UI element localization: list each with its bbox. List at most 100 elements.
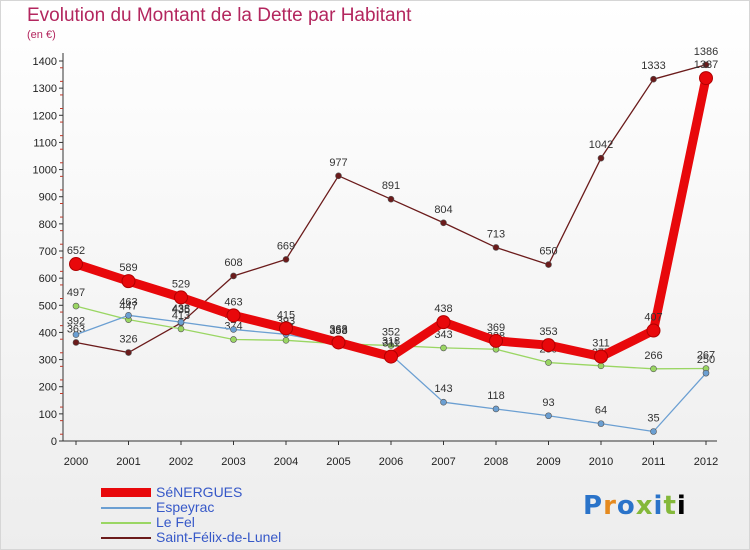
logo-letter: i (676, 491, 687, 521)
data-point (597, 154, 605, 162)
data-label: 118 (487, 390, 505, 402)
y-tick-label: 0 (51, 436, 57, 448)
data-label: 250 (697, 354, 715, 366)
x-tick-label: 2012 (694, 456, 718, 468)
data-label: 435 (172, 304, 190, 316)
logo-letter: t (663, 491, 677, 521)
data-label: 804 (434, 204, 452, 216)
unit-label: (en €) (27, 29, 56, 41)
legend-swatch (101, 522, 151, 524)
logo-letter: P (583, 491, 604, 521)
data-label: 669 (277, 240, 295, 252)
legend-label: Le Fel (156, 514, 195, 530)
data-label: 358 (329, 325, 347, 337)
y-tick-label: 600 (39, 273, 57, 285)
logo-letter: i (653, 491, 664, 521)
data-label: 1042 (589, 139, 613, 151)
data-label: 266 (644, 350, 662, 362)
x-tick-label: 2004 (274, 456, 298, 468)
chart-title: Evolution du Montant de la Dette par Hab… (27, 5, 412, 26)
data-point (331, 335, 346, 350)
y-tick-label: 1400 (33, 56, 57, 68)
data-label: 352 (382, 326, 400, 338)
y-tick-label: 1000 (33, 165, 57, 177)
y-tick-label: 800 (39, 219, 57, 231)
data-point (230, 272, 237, 280)
data-label: 93 (542, 397, 554, 409)
data-label: 497 (67, 287, 85, 299)
data-point (492, 244, 500, 251)
x-tick-label: 2001 (116, 456, 140, 468)
x-tick-label: 2010 (589, 456, 613, 468)
data-point (650, 365, 657, 373)
x-tick-label: 2009 (536, 456, 560, 468)
data-point (279, 321, 293, 336)
data-point (545, 412, 552, 420)
x-tick-label: 2011 (642, 456, 666, 468)
proxiti-logo: Proxiti (583, 491, 687, 521)
data-label: 392 (67, 316, 85, 328)
data-point (125, 349, 132, 356)
data-point (492, 405, 500, 413)
data-point (650, 428, 657, 435)
x-tick-label: 2005 (326, 456, 350, 468)
data-point (436, 315, 451, 330)
x-tick-label: 2006 (379, 456, 403, 468)
data-label: 463 (224, 296, 242, 308)
legend-label: SéNERGUES (156, 484, 243, 500)
data-label: 977 (329, 157, 347, 169)
data-point (72, 331, 80, 338)
y-tick-label: 500 (39, 300, 57, 312)
y-tick-label: 900 (39, 192, 57, 204)
data-point (282, 256, 290, 263)
x-tick-label: 2002 (169, 456, 193, 468)
data-point (121, 274, 136, 289)
data-point (230, 336, 237, 343)
data-label: 713 (487, 228, 505, 240)
data-point (174, 290, 188, 305)
legend-label: Saint-Félix-de-Lunel (156, 529, 282, 545)
data-point (226, 308, 241, 323)
legend-swatch (101, 488, 151, 497)
data-label: 326 (119, 334, 137, 346)
data-label: 311 (382, 338, 400, 350)
data-label: 413 (172, 310, 190, 322)
data-point (440, 398, 447, 406)
data-point (597, 420, 605, 427)
logo-letter: o (616, 491, 636, 521)
data-point (702, 369, 710, 377)
data-point (335, 172, 342, 180)
y-tick-label: 100 (39, 409, 57, 421)
y-tick-label: 1200 (33, 110, 57, 122)
data-point (72, 339, 80, 346)
data-point (282, 336, 290, 344)
data-label: 1337 (694, 59, 718, 71)
data-label: 64 (595, 405, 607, 417)
data-point (69, 257, 83, 272)
y-tick-label: 1300 (33, 83, 57, 95)
data-point (489, 333, 503, 348)
y-tick-label: 400 (39, 327, 57, 339)
data-label: 343 (434, 329, 452, 341)
data-point (545, 359, 552, 366)
data-point (699, 71, 713, 86)
legend-label: Espeyrac (156, 499, 215, 515)
data-point (177, 325, 185, 333)
data-label: 438 (172, 303, 190, 315)
legend-swatch (101, 537, 151, 539)
legend-swatch (101, 507, 151, 509)
y-tick-label: 300 (39, 355, 57, 367)
data-label: 267 (697, 350, 715, 362)
data-point (230, 326, 237, 333)
data-label: 438 (434, 303, 452, 315)
data-point (597, 362, 605, 370)
data-point (125, 312, 132, 319)
data-point (646, 323, 661, 338)
data-label: 891 (382, 180, 400, 192)
x-tick-label: 2007 (431, 456, 455, 468)
data-label: 407 (644, 312, 662, 324)
data-point (440, 219, 447, 227)
data-point (702, 61, 710, 69)
data-label: 463 (119, 296, 137, 308)
